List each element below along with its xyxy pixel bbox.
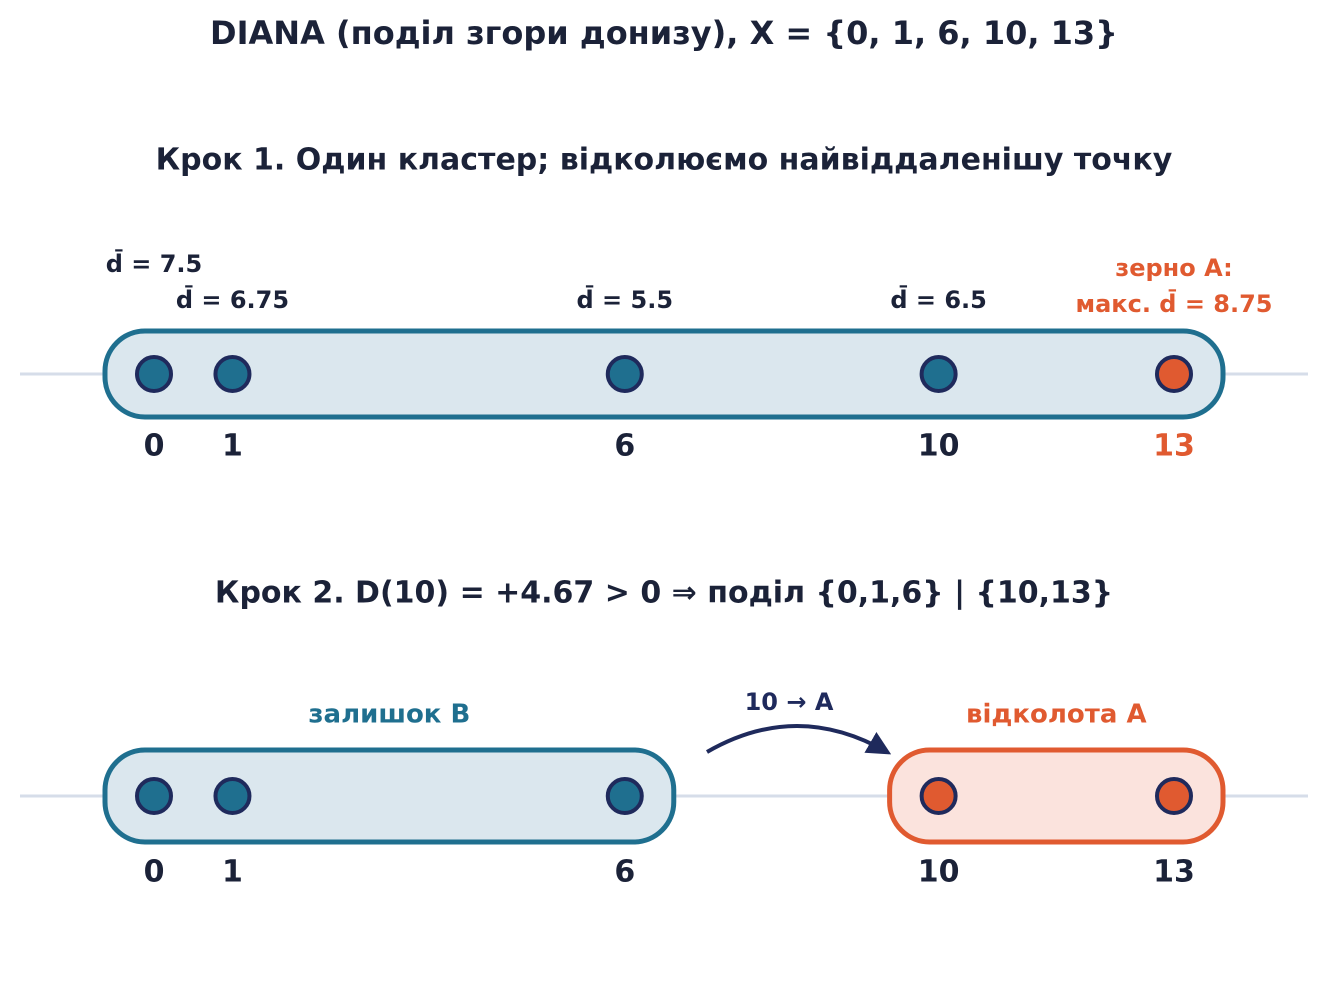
point xyxy=(605,777,644,815)
point-label: 10 xyxy=(918,429,960,464)
title: DIANA (поділ згори донизу), X = {0, 1, 6… xyxy=(210,14,1118,52)
point xyxy=(1155,777,1193,815)
point xyxy=(135,355,173,393)
point xyxy=(919,777,958,815)
point-label: 6 xyxy=(614,429,635,464)
group-box xyxy=(887,747,1226,845)
step1-title: Крок 1. Один кластер; відколюємо найвідд… xyxy=(156,143,1173,178)
move-arrow xyxy=(706,724,892,755)
point xyxy=(919,355,958,393)
point-label: 6 xyxy=(614,855,635,890)
point xyxy=(1155,355,1193,393)
seed-annotation: макс. d̄ = 8.75 xyxy=(1075,288,1272,318)
mean-distance: d̄ = 6.5 xyxy=(890,284,987,314)
point xyxy=(605,355,644,393)
point xyxy=(213,355,252,393)
point xyxy=(135,777,173,815)
point-label: 13 xyxy=(1153,855,1195,890)
mean-distance: d̄ = 5.5 xyxy=(577,284,674,314)
group-box xyxy=(102,747,677,845)
point-label: 13 xyxy=(1153,429,1195,464)
point-label: 0 xyxy=(144,855,165,890)
point xyxy=(213,777,252,815)
mean-distance: d̄ = 7.5 xyxy=(106,248,203,278)
point-label: 10 xyxy=(918,855,960,890)
arrow-label: 10 → A xyxy=(745,688,834,716)
point-label: 1 xyxy=(222,429,243,464)
mean-distance: d̄ = 6.75 xyxy=(176,284,289,314)
seed-label: зерно A: xyxy=(1115,254,1232,282)
point-label: 0 xyxy=(144,429,165,464)
group-label: відколота A xyxy=(966,700,1147,730)
point-label: 1 xyxy=(222,855,243,890)
step2-title: Крок 2. D(10) = +4.67 > 0 ⇒ поділ {0,1,6… xyxy=(215,576,1113,611)
cluster-box xyxy=(102,328,1226,420)
group-label: залишок B xyxy=(308,700,470,730)
